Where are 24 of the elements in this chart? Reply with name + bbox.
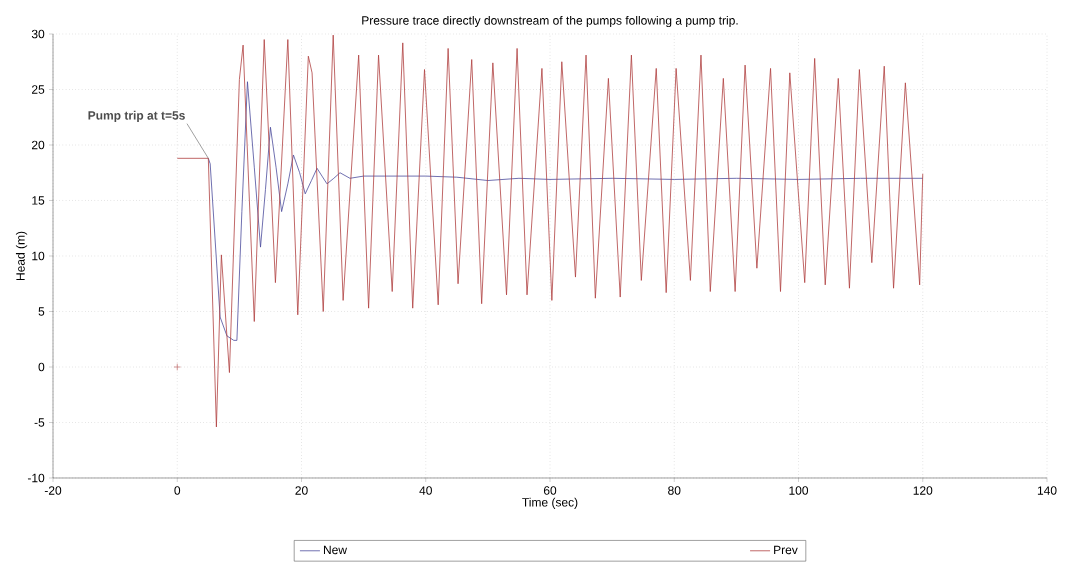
- chart-title: Pressure trace directly downstream of the pumps following a pump trip.: [362, 15, 738, 28]
- x-tick-label: -20: [44, 486, 62, 495]
- x-axis-title: Time (sec): [522, 497, 578, 509]
- y-tick-label: 5: [38, 307, 45, 316]
- y-tick-label: 20: [31, 140, 45, 150]
- x-tick-label: 80: [668, 486, 681, 495]
- y-tick-label: -5: [34, 418, 45, 427]
- y-tick-label: 25: [31, 85, 45, 94]
- annotation: Pump trip at t=5s: [88, 110, 185, 123]
- x-tick-label: 100: [789, 486, 809, 495]
- legend-label: Prev: [774, 545, 798, 555]
- x-tick-label: 40: [419, 486, 432, 495]
- x-tick-label: 0: [174, 486, 181, 495]
- x-tick-label: 20: [295, 486, 308, 495]
- y-axis-title: Head (m): [15, 231, 28, 281]
- x-tick-label: 60: [543, 486, 557, 495]
- y-tick-label: 15: [32, 196, 45, 205]
- y-tick-label: 10: [32, 251, 45, 261]
- y-tick-label: -10: [27, 473, 45, 483]
- x-tick-label: 140: [1037, 486, 1057, 495]
- y-tick-label: 30: [31, 29, 45, 39]
- y-tick-label: 0: [38, 362, 45, 372]
- x-tick-label: 120: [913, 486, 933, 495]
- legend-label: New: [323, 545, 348, 555]
